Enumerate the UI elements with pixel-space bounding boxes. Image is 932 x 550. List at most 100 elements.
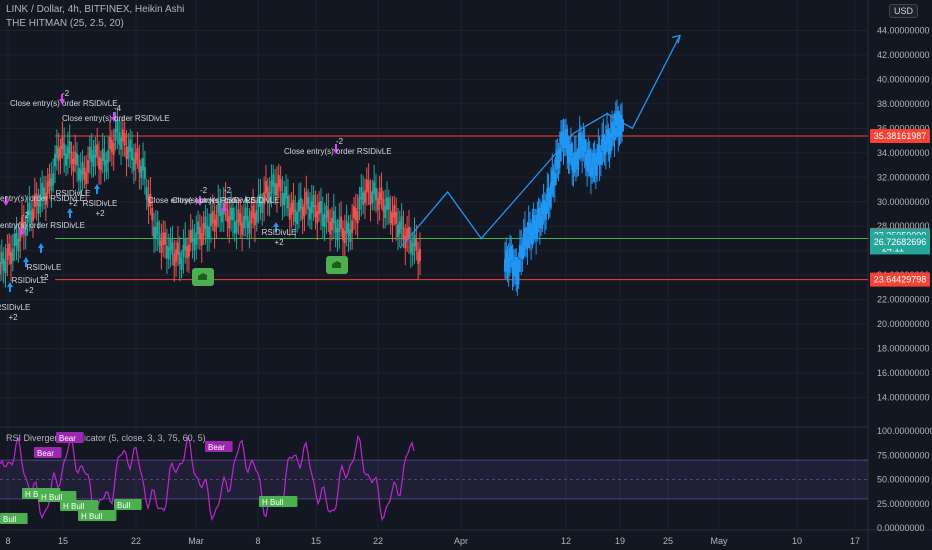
candle-body [417,251,420,264]
candle-body [566,141,570,154]
price-tick-label: 20.00000000 [877,319,930,329]
candle-body [162,232,165,245]
candle-body [553,172,557,186]
candle-body [118,132,121,145]
candle-body [54,153,57,167]
symbol-title[interactable]: LINK / Dollar, 4h, BITFINEX, Heikin Ashi [6,4,185,15]
price-tag [870,128,930,143]
candle-body [184,238,187,251]
candle-body [564,128,568,142]
entry-signal-qty: +2 [68,199,78,208]
price-tick-label: 32.00000000 [877,172,930,182]
candle-body [329,221,332,235]
time-tick-label: 17 [850,536,860,546]
candle-body [92,154,95,167]
candle-body [153,226,156,239]
entry-signal-qty: +2 [39,273,49,282]
candle-body [358,197,361,210]
candle-body [134,152,137,165]
time-tick-label: Mar [188,536,204,546]
price-tick-label: 42.00000000 [877,50,930,60]
time-tick-label: Apr [454,536,468,546]
candle-body [542,200,546,213]
candle-body [231,208,234,221]
time-tick-label: 15 [311,536,321,546]
exit-signal-label: entry(s) order RSIDivLE [0,194,85,203]
candle-body [321,213,324,226]
candle-body [413,234,416,247]
candle-body [297,199,300,212]
candle-body [164,232,167,245]
candle-body [35,193,38,206]
candle-body [96,144,99,157]
candle-body [569,143,573,157]
candle-body [555,156,559,170]
candle-body [528,222,532,236]
candle-body [270,180,273,194]
candle-body [250,211,253,224]
candle-body [57,148,60,161]
candle-body [242,215,245,229]
rsi-bear-label: Bear [208,443,225,452]
candle-body [292,199,295,213]
candle-body [52,173,55,186]
candle-body [65,153,68,166]
candle-body [169,237,172,251]
candle-body [380,187,383,200]
candle-body [318,201,321,215]
candle-body [180,257,183,270]
candle-body [334,220,337,233]
exit-signal-qty: -2 [224,186,232,195]
candle-body [521,246,525,259]
candle-body [572,160,576,173]
rsi-tick-label: 100.00000000 [877,426,932,436]
candle-body [252,205,255,218]
rsi-tick-label: 25.00000000 [877,499,930,509]
candle-body [63,143,66,156]
candle-body [182,245,185,258]
candle-body [253,212,256,226]
candle-body [400,216,403,229]
candle-body [127,146,130,159]
currency-badge[interactable]: USD [888,4,918,18]
strategy-title[interactable]: THE HITMAN (25, 2.5, 20) [6,18,124,29]
rsi-bull-badge [38,491,77,502]
entry-arrow-icon [67,208,73,218]
candle-body [263,192,266,205]
candle-body [545,201,549,214]
candle-body [48,173,51,187]
candle-body [2,258,5,271]
candle-body [145,187,148,200]
candle-body [0,251,3,265]
candle-body [125,147,128,160]
candle-body [586,158,590,172]
entry-signal-qty: +2 [95,209,105,218]
candle-body [149,193,152,206]
candle-body [395,211,398,225]
candle-body [543,207,547,221]
candle-body [283,193,286,206]
candle-body [110,139,113,153]
candle-body [209,213,212,227]
candle-body [255,209,258,223]
candle-body [341,228,344,241]
candle-body [354,208,357,221]
candle-body [66,146,69,159]
candle-body [101,148,104,161]
exit-signal-qty: -4 [114,104,122,113]
candle-body [336,228,339,241]
time-tick-label: 8 [5,536,10,546]
price-tag [870,234,930,249]
candle-body [204,216,207,229]
candle-body [59,146,62,159]
candle-body [112,142,115,155]
candle-body [376,197,379,211]
candle-body [226,209,229,222]
rsi-line [0,434,415,522]
candle-body [599,152,603,165]
rsi-bear-label: Bear [37,449,54,458]
candle-body [19,229,22,242]
candle-body [516,272,520,285]
rsi-bull-label: H Bull [41,493,63,502]
